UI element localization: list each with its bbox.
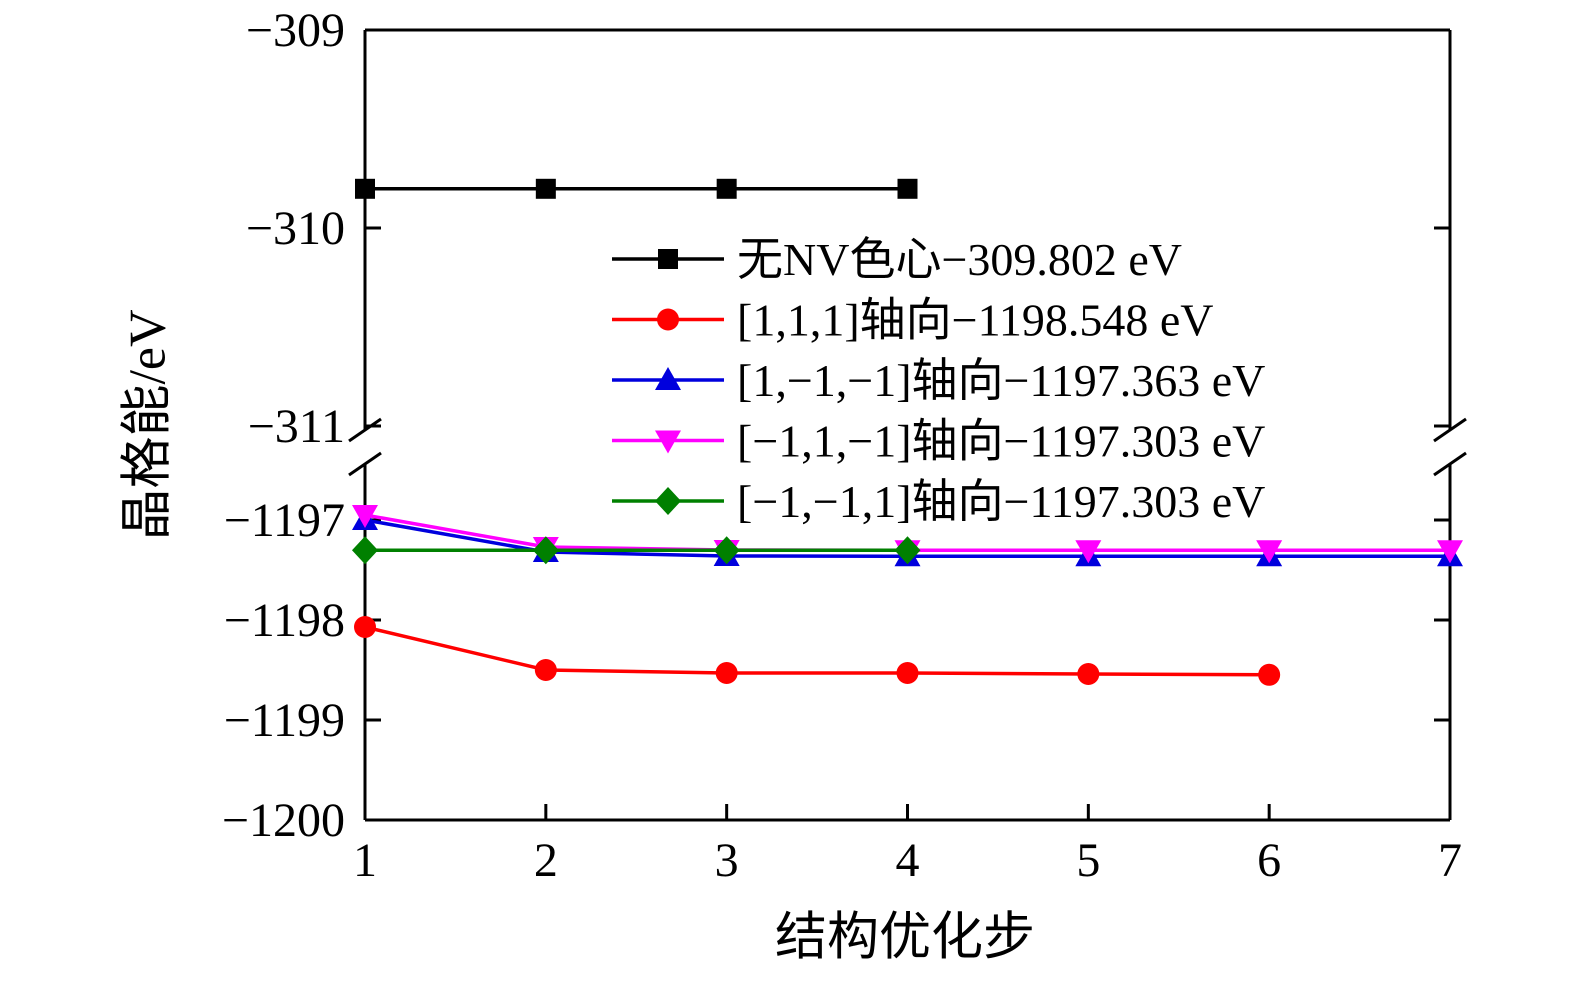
legend-label: [−1,1,−1]轴向−1197.303 eV bbox=[737, 416, 1265, 467]
square-marker bbox=[716, 178, 737, 199]
axis-break-mark bbox=[348, 451, 382, 477]
x-tick-label: 6 bbox=[1257, 834, 1281, 887]
triangle-down-marker bbox=[655, 430, 681, 454]
circle-marker bbox=[657, 308, 679, 331]
diamond-marker bbox=[894, 536, 921, 565]
diamond-marker bbox=[713, 536, 740, 565]
triangle-down-marker bbox=[1256, 540, 1283, 564]
circle-marker bbox=[534, 659, 557, 681]
square-marker bbox=[535, 178, 556, 199]
circle-marker bbox=[1077, 663, 1100, 685]
axis-break-mark bbox=[1433, 417, 1467, 443]
circle-marker bbox=[354, 616, 376, 638]
y-tick-label: −309 bbox=[246, 4, 345, 57]
triangle-up-marker bbox=[655, 367, 681, 390]
diamond-marker bbox=[352, 536, 378, 565]
axis-break-mark bbox=[1433, 451, 1467, 477]
y-tick-label: −1199 bbox=[224, 694, 345, 747]
y-tick-label: −1200 bbox=[222, 794, 345, 847]
legend-label: [1,1,1]轴向−1198.548 eV bbox=[737, 295, 1214, 346]
y-tick-label: −1198 bbox=[224, 594, 345, 647]
triangle-down-marker bbox=[1075, 540, 1102, 564]
x-tick-label: 5 bbox=[1076, 834, 1100, 887]
square-marker bbox=[897, 178, 918, 199]
y-tick-label: −1197 bbox=[224, 494, 345, 547]
axis-break-mark bbox=[348, 417, 382, 443]
legend-label: [1,−1,−1]轴向−1197.363 eV bbox=[737, 355, 1265, 406]
square-marker bbox=[355, 178, 375, 199]
series-line bbox=[364, 625, 1270, 677]
legend-label: 无NV色心−309.802 eV bbox=[737, 234, 1182, 285]
legend-label: [−1,−1,1]轴向−1197.303 eV bbox=[737, 476, 1265, 527]
x-tick-label: 4 bbox=[896, 834, 920, 887]
diamond-marker bbox=[655, 487, 681, 515]
x-tick-label: 2 bbox=[534, 834, 558, 887]
diamond-marker bbox=[532, 536, 559, 565]
y-tick-label: −310 bbox=[246, 202, 345, 255]
x-axis-label: 结构优化步 bbox=[774, 909, 1036, 967]
x-tick-label: 7 bbox=[1438, 834, 1462, 887]
y-tick-label: −311 bbox=[248, 400, 345, 453]
circle-marker bbox=[896, 662, 919, 684]
triangle-down-marker bbox=[1437, 540, 1463, 564]
x-tick-label: 1 bbox=[353, 834, 377, 887]
triangle-down-marker bbox=[352, 505, 378, 528]
circle-marker bbox=[1258, 663, 1281, 686]
y-axis-label: 晶格能/eV bbox=[119, 309, 177, 541]
square-marker bbox=[658, 249, 678, 269]
circle-marker bbox=[715, 662, 738, 684]
x-tick-label: 3 bbox=[715, 834, 739, 887]
